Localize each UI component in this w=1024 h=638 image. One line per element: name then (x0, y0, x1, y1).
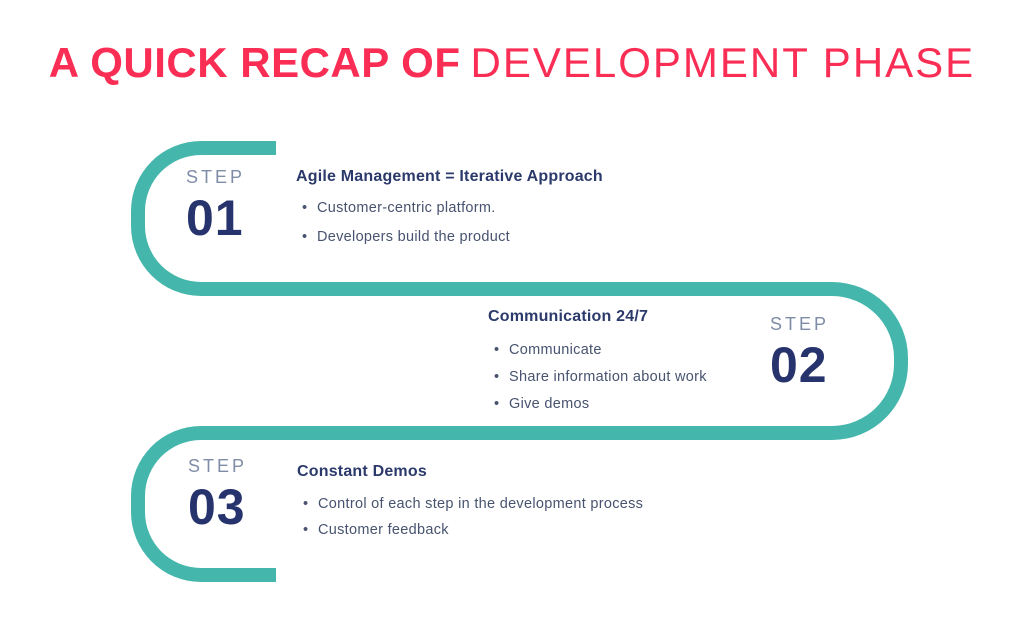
step-2-heading: Communication 24/7 (488, 308, 649, 325)
step-1-label: STEP (186, 167, 246, 187)
page-title: A QUICK RECAP OF DEVELOPMENT PHASE (0, 42, 1024, 84)
step-2-number: 02 (770, 337, 828, 393)
step-1-bullet-list: Customer-centric platform. Developers bu… (296, 200, 603, 245)
serpentine-segment-middle-bottom-bar (270, 426, 615, 440)
step-1-heading: Agile Management = Iterative Approach (296, 168, 603, 185)
step-1-number: 01 (186, 190, 244, 246)
bullet-item: Give demos (488, 396, 707, 412)
step-1-badge: STEP 01 (186, 167, 245, 243)
title-rest: DEVELOPMENT PHASE (470, 39, 976, 86)
step-3-content: Constant Demos Control of each step in t… (297, 463, 643, 548)
bullet-item: Customer feedback (297, 522, 643, 538)
step-2-content: Communication 24/7 Communicate Share inf… (488, 308, 707, 423)
step-3-heading: Constant Demos (297, 463, 427, 480)
step-2-bullet-list: Communicate Share information about work… (488, 342, 707, 412)
serpentine-segment-right-curve (600, 282, 908, 440)
step-2-label: STEP (770, 314, 830, 334)
title-highlight: A QUICK RECAP OF (48, 39, 461, 86)
step-3-bullet-list: Control of each step in the development … (297, 496, 643, 538)
step-3-label: STEP (188, 456, 248, 476)
step-3-badge: STEP 03 (188, 456, 247, 532)
bullet-item: Customer-centric platform. (296, 200, 603, 216)
serpentine-segment-middle-top-bar (270, 282, 615, 296)
step-2-badge: STEP 02 (770, 314, 829, 390)
bullet-item: Communicate (488, 342, 707, 358)
bullet-item: Share information about work (488, 369, 707, 385)
bullet-item: Developers build the product (296, 229, 603, 245)
step-3-number: 03 (188, 479, 246, 535)
bullet-item: Control of each step in the development … (297, 496, 643, 512)
step-1-content: Agile Management = Iterative Approach Cu… (296, 168, 603, 258)
